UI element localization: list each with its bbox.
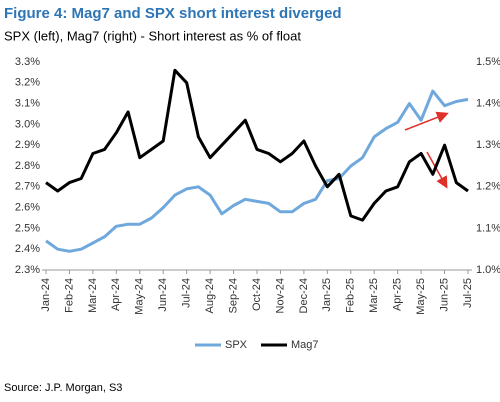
y-tick-label: 3.2% (15, 77, 40, 89)
y2-tick-label: 1.4% (476, 98, 500, 110)
arrow (404, 111, 449, 131)
y-tick-label: 2.6% (15, 202, 40, 214)
x-tick-label: Jul-24 (181, 278, 193, 308)
y2-tick-label: 1.2% (476, 181, 500, 193)
y-tick-label: 2.4% (15, 243, 40, 255)
x-tick-label: Jan-25 (321, 278, 333, 312)
x-tick-label: May-25 (415, 278, 427, 315)
chart-title: Figure 4: Mag7 and SPX short interest di… (4, 5, 342, 22)
x-tick-label: Mar-24 (87, 278, 99, 313)
legend-label: Mag7 (291, 339, 319, 351)
y-tick-label: 3.1% (15, 98, 40, 110)
y2-tick-label: 1.5% (476, 56, 500, 68)
x-tick-label: Jan-24 (40, 278, 52, 312)
y2-tick-label: 1.0% (476, 264, 500, 276)
x-tick-label: Dec-24 (298, 278, 310, 313)
y2-tick-label: 1.3% (476, 139, 500, 151)
series-line (45, 68, 469, 222)
x-tick-label: Aug-24 (204, 278, 216, 313)
y-tick-label: 2.3% (15, 264, 40, 276)
chart-subtitle: SPX (left), Mag7 (right) - Short interes… (4, 28, 301, 43)
x-tick-label: Oct-24 (251, 278, 263, 311)
x-tick-label: Sep-24 (227, 278, 239, 313)
y-tick-label: 2.8% (15, 160, 40, 172)
legend-label: SPX (225, 339, 248, 351)
x-tick-label: Feb-24 (63, 278, 75, 313)
x-tick-label: May-24 (134, 278, 146, 315)
source: Source: J.P. Morgan, S3 (4, 382, 122, 394)
series-line (45, 89, 469, 253)
x-tick-label: Feb-25 (345, 278, 357, 313)
y2-tick-label: 1.1% (476, 222, 500, 234)
y-tick-label: 2.7% (15, 181, 40, 193)
y-tick-label: 3.0% (15, 118, 40, 130)
x-tick-label: Nov-24 (274, 278, 286, 313)
y-tick-label: 2.5% (15, 222, 40, 234)
x-tick-label: Jul-25 (462, 278, 474, 308)
x-tick-label: Apr-24 (110, 278, 122, 311)
y-tick-label: 3.3% (15, 56, 40, 68)
x-tick-label: Jun-24 (157, 278, 169, 312)
x-tick-label: Jun-25 (438, 278, 450, 312)
y-tick-label: 2.9% (15, 139, 40, 151)
x-tick-label: Apr-25 (392, 278, 404, 311)
x-tick-label: Mar-25 (368, 278, 380, 313)
